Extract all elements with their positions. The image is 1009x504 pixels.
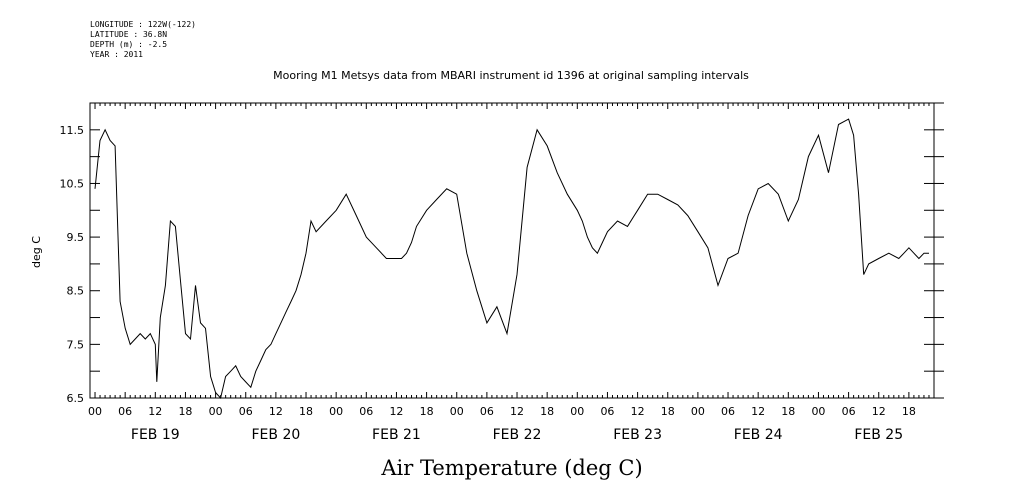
x-tick-label: 12 bbox=[510, 405, 524, 418]
x-tick-label: 18 bbox=[902, 405, 916, 418]
y-tick-label: 9.5 bbox=[67, 231, 85, 244]
x-tick-label: 12 bbox=[872, 405, 886, 418]
x-tick-label: 12 bbox=[751, 405, 765, 418]
x-tick-label: 12 bbox=[148, 405, 162, 418]
y-tick-label: 10.5 bbox=[60, 177, 85, 190]
x-day-label: FEB 22 bbox=[493, 427, 542, 443]
y-tick-label: 6.5 bbox=[67, 392, 85, 405]
x-tick-label: 00 bbox=[691, 405, 705, 418]
x-tick-label: 18 bbox=[540, 405, 554, 418]
latitude-text: LATITUDE : 36.8N bbox=[90, 30, 168, 39]
x-tick-label: 00 bbox=[570, 405, 584, 418]
depth-text: DEPTH (m) : -2.5 bbox=[90, 40, 168, 49]
metadata-block: LONGITUDE : 122W(-122) LATITUDE : 36.8N … bbox=[90, 20, 196, 60]
x-tick-label: 18 bbox=[781, 405, 795, 418]
y-tick-label: 8.5 bbox=[67, 285, 85, 298]
x-tick-label: 06 bbox=[480, 405, 494, 418]
x-tick-label: 00 bbox=[88, 405, 102, 418]
x-tick-label: 06 bbox=[239, 405, 253, 418]
x-tick-label: 18 bbox=[661, 405, 675, 418]
x-tick-label: 06 bbox=[359, 405, 373, 418]
axis-ticks bbox=[90, 102, 944, 399]
x-axis-label: Air Temperature (deg C) bbox=[380, 456, 642, 480]
x-tick-label: 06 bbox=[118, 405, 132, 418]
x-tick-label: 00 bbox=[450, 405, 464, 418]
x-tick-label: 06 bbox=[600, 405, 614, 418]
axis-labels: 00 06 12 18 00 06 12 18 00 06 12 18 00 06 12 18 00 06 12 18… bbox=[60, 124, 916, 443]
x-day-label: FEB 21 bbox=[372, 427, 421, 443]
y-axis-label: deg C bbox=[30, 236, 43, 268]
plot-frame bbox=[89, 102, 935, 399]
x-tick-label: 18 bbox=[178, 405, 192, 418]
x-tick-label: 12 bbox=[269, 405, 283, 418]
y-tick-label: 11.5 bbox=[60, 124, 85, 137]
year-text: YEAR : 2011 bbox=[90, 50, 143, 59]
x-tick-label: 00 bbox=[811, 405, 825, 418]
x-tick-label: 00 bbox=[329, 405, 343, 418]
x-tick-label: 18 bbox=[299, 405, 313, 418]
y-tick-label: 7.5 bbox=[67, 338, 85, 351]
x-tick-label: 00 bbox=[209, 405, 223, 418]
series-line bbox=[94, 118, 929, 400]
x-day-label: FEB 23 bbox=[613, 427, 662, 443]
chart-title: Mooring M1 Metsys data from MBARI instru… bbox=[273, 69, 749, 82]
x-tick-label: 06 bbox=[842, 405, 856, 418]
x-day-label: FEB 25 bbox=[854, 427, 903, 443]
x-day-label: FEB 19 bbox=[131, 427, 180, 443]
longitude-text: LONGITUDE : 122W(-122) bbox=[90, 20, 196, 29]
x-day-label: FEB 24 bbox=[734, 427, 783, 443]
x-tick-label: 18 bbox=[420, 405, 434, 418]
x-tick-label: 12 bbox=[631, 405, 645, 418]
x-tick-label: 12 bbox=[389, 405, 403, 418]
x-day-label: FEB 20 bbox=[251, 427, 300, 443]
x-tick-label: 06 bbox=[721, 405, 735, 418]
